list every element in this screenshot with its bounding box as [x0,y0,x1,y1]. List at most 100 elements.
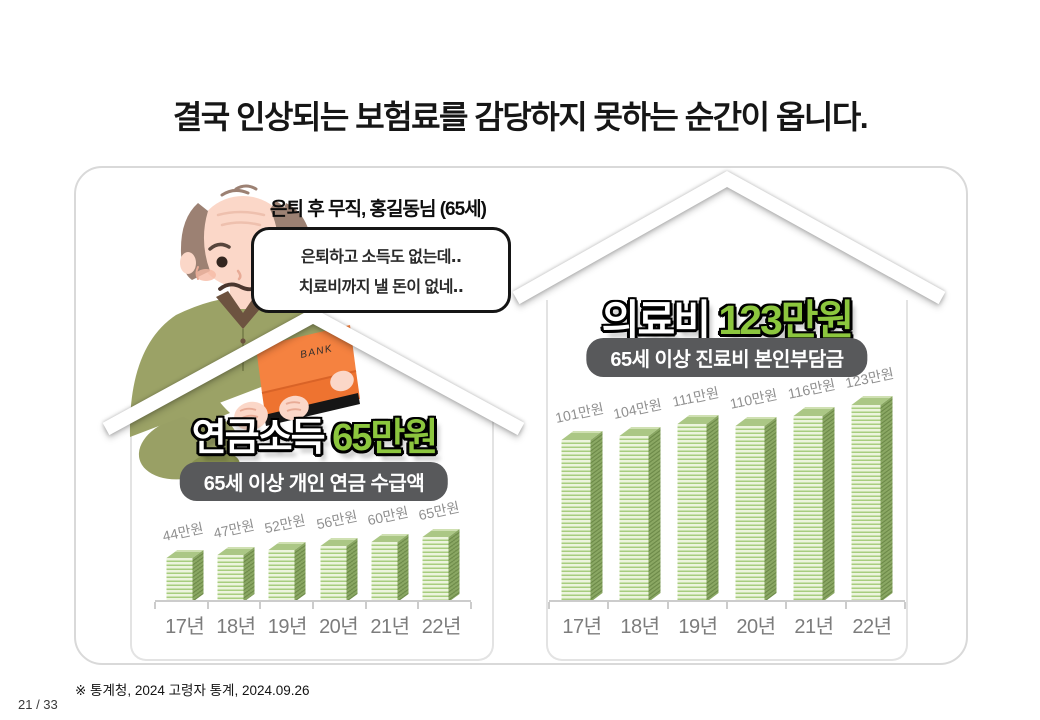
axis-tick [259,602,262,609]
bar-face [371,542,398,602]
bar-face [793,416,823,602]
bar-face [243,547,255,602]
bar-face [448,529,460,602]
bar-column: 52만원 [262,500,313,602]
medical-house-roof [512,170,946,305]
pension-bar-chart: 44만원 47만원 52만원 56만원 60만원 65만원 [154,498,472,609]
man-hands [234,370,354,431]
axis-tick [548,602,550,609]
axis-tick [417,602,420,609]
pension-house-roof [102,308,525,436]
source-citation: ※ 통계청, 2024 고령자 통계, 2024.09.26 [75,683,310,698]
bar-face [397,534,409,602]
page-number: 21 / 33 [18,697,58,712]
axis-tick [844,602,847,609]
axis-tick [726,602,728,609]
bar-column: 44만원 [159,500,210,602]
character-name-label: 은퇴 후 무직, 홍길동님 (65세) [270,199,487,220]
axis-category-label: 17년 [562,616,602,638]
money-stack-bar [793,407,835,602]
bar-face [422,537,449,602]
bar-face [590,431,603,602]
axis-category-label: 18년 [216,616,256,638]
axis-category-label: 20년 [736,616,776,638]
axis-tick [666,602,669,609]
x-axis-line [154,600,472,609]
axis-category-label: 22년 [421,616,462,638]
money-stack-bar [677,415,719,602]
medical-title: 의료비 123만원 [601,286,854,346]
bar-column: 56만원 [313,500,364,602]
money-stack-bar [619,427,661,602]
bar-face [217,555,244,602]
money-stack-bar [851,396,893,602]
axis-category-label: 18년 [620,616,660,638]
bar-face [294,542,306,602]
bar-face [851,405,881,602]
speech-bubble: 은퇴하고 소득도 없는데‥ 치료비까지 낼 돈이 없네‥ [251,227,511,313]
axis-tick [154,602,156,609]
money-stack-bar [166,550,204,602]
bar-value-label: 44만원 [160,519,205,545]
medical-bar-chart: 101만원 104만원 111만원 110만원 116만원 123만원 [548,365,906,609]
bar-face [822,407,835,602]
medical-title-text: 의료비 [601,297,711,343]
bar-face [268,550,295,602]
bar-column: 47만원 [210,500,261,602]
axis-category-label: 19년 [678,616,718,638]
x-axis-line [548,600,906,609]
button [240,338,246,344]
bar-column: 123만원 [843,365,901,602]
bar-value-label: 52만원 [263,511,308,537]
bar-value-label: 65만원 [417,498,462,524]
axis-category-label: 21년 [370,616,410,638]
bar-face [619,436,649,602]
bar-face [346,538,358,602]
bar-value-label: 104만원 [611,396,664,422]
axis-tick [607,602,610,609]
axis-tick [904,602,906,609]
axis-category-label: 21년 [794,616,834,638]
bar-column: 111만원 [669,384,727,602]
money-stack-bar [561,431,603,602]
money-stack-bar [371,534,409,602]
bar-face [166,558,193,602]
money-stack-bar [320,538,358,602]
bar-face [880,396,893,602]
speech-line-2: 치료비까지 낼 돈이 없네‥ [298,279,464,296]
pension-title-text: 연금소득 [191,417,326,459]
axis-category-label: 19년 [267,616,308,638]
bar-value-label: 56만원 [314,507,359,533]
pension-title: 연금소득 65만원 [191,406,439,461]
bar-column: 110만원 [727,385,785,602]
money-stack-bar [422,529,460,602]
pension-title-value: 65만원 [332,417,438,459]
bar-face [677,424,707,602]
axis-tick [206,602,209,609]
bar-value-label: 101만원 [553,400,606,426]
bar-face [764,417,777,602]
axis-tick [364,602,367,609]
bar-face [735,426,765,602]
money-stack-bar [268,542,306,602]
bar-face [320,546,347,602]
bar-column: 60만원 [364,500,415,602]
slide-title: 결국 인상되는 보험료를 감당하지 못하는 순간이 옵니다. [172,99,869,135]
money-stack-bar [735,417,777,602]
bar-face [561,440,591,602]
money-stack-bar [217,547,255,602]
axis-category-label: 22년 [852,616,892,638]
bar-face [706,415,719,602]
speech-line-1: 은퇴하고 소득도 없는데‥ [300,249,462,266]
axis-tick [312,602,314,609]
bar-value-label: 110만원 [728,386,779,412]
bar-column: 116만원 [785,376,843,602]
bar-value-label: 111만원 [670,384,721,410]
axis-category-label: 20년 [319,616,359,638]
bar-face [648,427,661,602]
axis-tick [785,602,788,609]
bar-column: 104만원 [611,385,669,602]
axis-tick [470,602,472,609]
bar-face [192,550,204,602]
